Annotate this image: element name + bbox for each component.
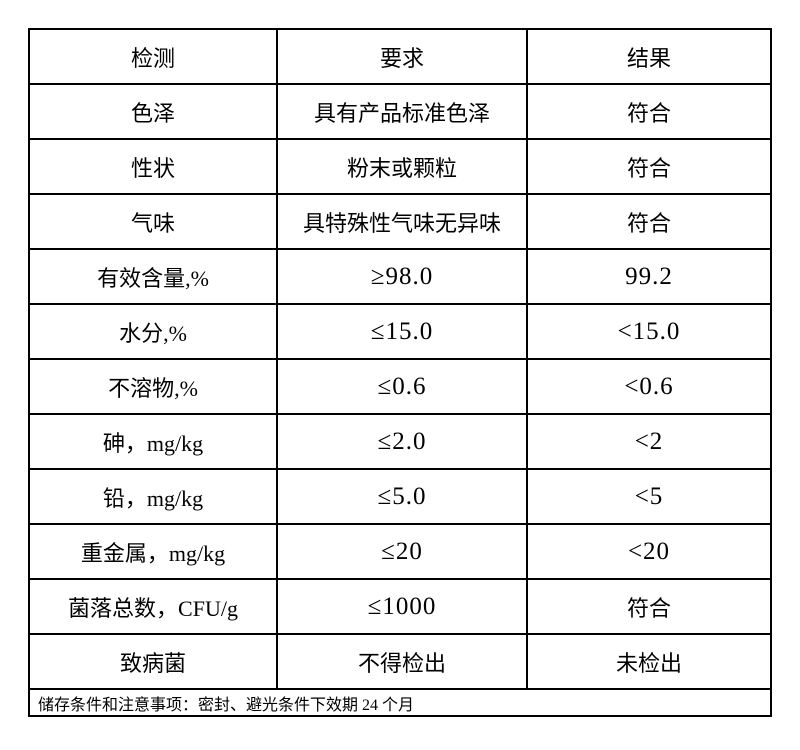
table-row-odor: 气味 具特殊性气味无异味 符合: [28, 193, 772, 250]
requirement-cell: ≤20: [276, 523, 528, 580]
requirement-cell: 粉末或颗粒: [276, 138, 528, 195]
requirement-cell: ≤1000: [276, 578, 528, 635]
requirement-cell: ≤15.0: [276, 303, 528, 360]
result-cell: <0.6: [526, 358, 772, 415]
table-row-active-content: 有效含量,% ≥98.0 99.2: [28, 248, 772, 305]
result-cell: 99.2: [526, 248, 772, 305]
test-name-cell: 气味: [28, 193, 278, 250]
result-cell: 符合: [526, 193, 772, 250]
test-name-cell: 铅，mg/kg: [28, 468, 278, 525]
result-cell: <20: [526, 523, 772, 580]
result-cell: 未检出: [526, 633, 772, 690]
test-name-cell: 菌落总数，CFU/g: [28, 578, 278, 635]
test-name-cell: 重金属，mg/kg: [28, 523, 278, 580]
table-row-heavy-metals: 重金属，mg/kg ≤20 <20: [28, 523, 772, 580]
table-row-moisture: 水分,% ≤15.0 <15.0: [28, 303, 772, 360]
test-name-cell: 有效含量,%: [28, 248, 278, 305]
result-cell: <5: [526, 468, 772, 525]
table-row-total-plate-count: 菌落总数，CFU/g ≤1000 符合: [28, 578, 772, 635]
table-row-lead: 铅，mg/kg ≤5.0 <5: [28, 468, 772, 525]
test-name-cell: 砷，mg/kg: [28, 413, 278, 470]
requirement-cell: 具特殊性气味无异味: [276, 193, 528, 250]
table-row-appearance: 性状 粉末或颗粒 符合: [28, 138, 772, 195]
result-cell: 符合: [526, 138, 772, 195]
table-row-color: 色泽 具有产品标准色泽 符合: [28, 83, 772, 140]
result-cell: <2: [526, 413, 772, 470]
table-row-arsenic: 砷，mg/kg ≤2.0 <2: [28, 413, 772, 470]
table-row-insolubles: 不溶物,% ≤0.6 <0.6: [28, 358, 772, 415]
requirement-cell: ≤2.0: [276, 413, 528, 470]
table-row-pathogens: 致病菌 不得检出 未检出: [28, 633, 772, 690]
header-cell-requirement: 要求: [276, 28, 528, 85]
result-cell: 符合: [526, 578, 772, 635]
requirement-cell: 具有产品标准色泽: [276, 83, 528, 140]
result-cell: 符合: [526, 83, 772, 140]
header-cell-result: 结果: [526, 28, 772, 85]
test-name-cell: 水分,%: [28, 303, 278, 360]
result-cell: <15.0: [526, 303, 772, 360]
requirement-cell: ≤0.6: [276, 358, 528, 415]
requirement-cell: ≥98.0: [276, 248, 528, 305]
header-row: 检测 要求 结果: [28, 28, 772, 85]
test-name-cell: 性状: [28, 138, 278, 195]
requirement-cell: 不得检出: [276, 633, 528, 690]
footer-row: 储存条件和注意事项：密封、避光条件下效期 24 个月: [28, 688, 772, 717]
test-name-cell: 致病菌: [28, 633, 278, 690]
header-cell-test: 检测: [28, 28, 278, 85]
requirement-cell: ≤5.0: [276, 468, 528, 525]
storage-note-cell: 储存条件和注意事项：密封、避光条件下效期 24 个月: [28, 688, 772, 717]
test-name-cell: 色泽: [28, 83, 278, 140]
inspection-table: 检测 要求 结果 色泽 具有产品标准色泽 符合 性状 粉末或颗粒 符合 气味 具…: [28, 28, 772, 717]
test-name-cell: 不溶物,%: [28, 358, 278, 415]
